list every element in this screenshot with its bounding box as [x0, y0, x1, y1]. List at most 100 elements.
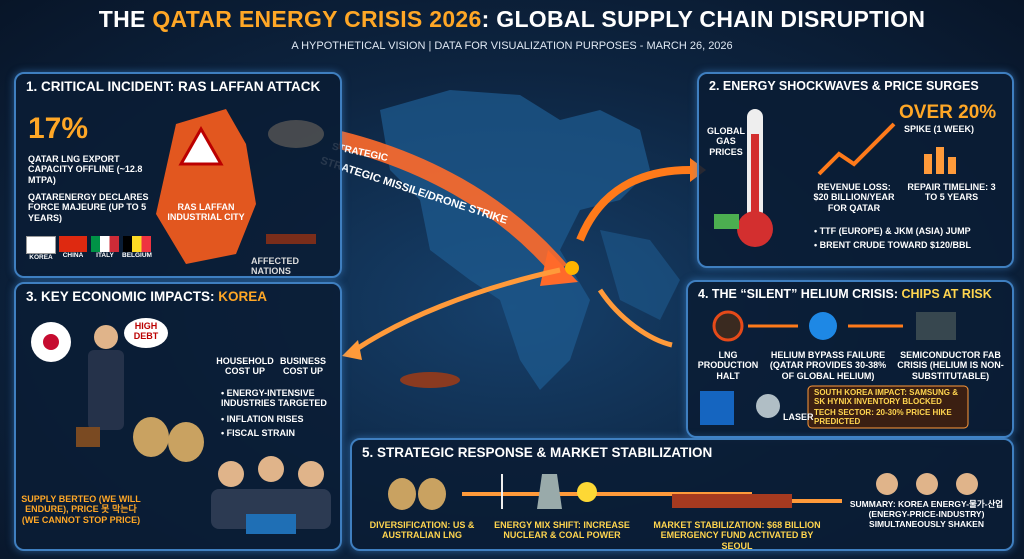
flag: CHINA [58, 236, 88, 261]
city-label: RAS LAFFAN INDUSTRIAL CITY [167, 202, 245, 223]
head [876, 473, 898, 495]
flow-arrow [353, 267, 561, 353]
heading-text: 3. KEY ECONOMIC IMPACTS: [26, 289, 219, 304]
head [94, 325, 118, 349]
high-debt: HIGH DEBT [124, 318, 168, 348]
officials [211, 456, 331, 534]
head [298, 461, 324, 487]
flags: KOREA CHINA ITALY BELGIUM [26, 236, 152, 261]
response-item: ENERGY MIX SHIFT: INCREASE NUCLEAR & COA… [494, 520, 630, 541]
response-item: MARKET STABILIZATION: $68 BILLION EMERGE… [653, 520, 821, 551]
step-label: HELIUM BYPASS FAILURE (QATAR PROVIDES 30… [769, 350, 887, 381]
impact-text: SOUTH KOREA IMPACT: SAMSUNG & SK HYNIX I… [814, 388, 958, 407]
bullet-text: FISCAL STRAIN [226, 428, 295, 438]
landmass [380, 90, 650, 390]
panel-heading: 4. THE “SILENT” HELIUM CRISIS: CHIPS AT … [698, 287, 992, 301]
heading-highlight: KOREA [218, 289, 268, 304]
ship [266, 234, 316, 244]
bullet: • TTF (EUROPE) & JKM (ASIA) JUMP [814, 226, 971, 236]
chip-icon [916, 312, 956, 340]
flag-korea [26, 236, 56, 254]
bullet: • INFLATION RISES [221, 414, 304, 424]
panel-korea: 3. KEY ECONOMIC IMPACTS: KOREA HIGH DEBT… [14, 282, 342, 551]
laser-label: LASER [783, 412, 814, 422]
title-text: THE [98, 6, 153, 32]
gas-label: GLOBAL GAS PRICES [707, 126, 745, 157]
bullet-text: BRENT CRUDE TOWARD $120/BBL [819, 240, 972, 250]
chip [246, 514, 296, 534]
heading-highlight: CHIPS AT RISK [901, 287, 992, 301]
title: THE QATAR ENERGY CRISIS 2026: GLOBAL SUP… [0, 6, 1024, 33]
flag: ITALY [90, 236, 120, 261]
title-highlight: QATAR ENERGY CRISIS 2026 [152, 6, 482, 32]
helium-icons [700, 310, 969, 429]
response-icons [388, 473, 978, 510]
panel-response: 5. STRATEGIC RESPONSE & MARKET STABILIZA… [350, 438, 1014, 551]
strike-arrow [337, 131, 567, 276]
money-bag [388, 478, 416, 510]
suits [211, 489, 331, 529]
cooling-tower [537, 474, 562, 509]
money-bag [168, 422, 204, 462]
trend-line [817, 122, 896, 176]
heading-text: 4. THE “SILENT” HELIUM CRISIS: [698, 287, 902, 301]
money-bag [418, 478, 446, 510]
spike-value: OVER 20% [899, 102, 997, 123]
flag: KOREA [26, 236, 56, 261]
flag-italy [91, 236, 119, 252]
step-label: SEMICONDUCTOR FAB CRISIS (HELIUM IS NON-… [897, 350, 1004, 381]
landmass [600, 230, 680, 320]
affected-label: AFFECTED NATIONS [251, 256, 299, 277]
flag: BELGIUM [122, 236, 152, 261]
bullet-text: TTF (EUROPE) & JKM (ASIA) JUMP [819, 226, 971, 236]
summary: SUMMARY: KOREA ENERGY-물가-산업 (ENERGY-PRIC… [849, 499, 1004, 529]
bullet: • ENERGY-INTENSIVE INDUSTRIES TARGETED [221, 388, 327, 409]
warning-icon [178, 125, 224, 166]
force-majeure: QATARENERGY DECLARES FORCE MAJEURE (UP T… [28, 192, 149, 223]
head [916, 473, 938, 495]
decor-bar [936, 147, 944, 174]
thermometer [714, 109, 773, 247]
fan-icon [700, 391, 734, 425]
tanker [400, 372, 460, 388]
thermo-fill [751, 134, 759, 224]
trend-charts [817, 122, 956, 176]
smoke [268, 120, 324, 148]
alert-box [807, 385, 969, 429]
head [258, 456, 284, 482]
flag-belgium [123, 236, 151, 252]
business-cost: BUSINESS COST UP [279, 356, 326, 377]
panel-helium: 4. THE “SILENT” HELIUM CRISIS: CHIPS AT … [686, 280, 1014, 438]
bullet-text: ENERGY-INTENSIVE INDUSTRIES TARGETED [221, 388, 327, 409]
step-label: LNG PRODUCTION HALT [697, 350, 759, 381]
money [714, 214, 739, 229]
wafer [756, 394, 780, 418]
impact-text: TECH SECTOR: 20-30% PRICE HIKE PREDICTED [814, 408, 952, 427]
helium-icon [809, 312, 837, 340]
subtitle: A HYPOTHETICAL VISION | DATA FOR VISUALI… [291, 40, 733, 52]
revenue-loss: REVENUE LOSS: $20 BILLION/YEAR FOR QATAR [813, 182, 895, 213]
taegeuk [43, 334, 59, 350]
flag-label: CHINA [62, 252, 84, 259]
bullet: • BRENT CRUDE TOWARD $120/BBL [814, 240, 972, 250]
panel-incident: 1. CRITICAL INCIDENT: RAS LAFFAN ATTACK … [14, 72, 342, 278]
tanker [672, 494, 792, 508]
strike-point [565, 261, 579, 275]
bullet-text: INFLATION RISES [226, 414, 304, 424]
halt-icon [712, 310, 744, 342]
briefcase [76, 427, 100, 447]
qatar-map [156, 109, 324, 264]
head [956, 473, 978, 495]
decor-bar [924, 154, 932, 174]
stat-value: 17% [28, 112, 89, 145]
panel-heading: 1. CRITICAL INCIDENT: RAS LAFFAN ATTACK [26, 79, 321, 94]
decor-bar [948, 157, 956, 174]
spike-label: SPIKE (1 WEEK) [904, 124, 975, 134]
response-item: DIVERSIFICATION: US & AUSTRALIAN LNG [369, 520, 475, 541]
thermo-bulb [737, 211, 773, 247]
nuclear-icon [577, 482, 597, 502]
flag-label: BELGIUM [122, 252, 152, 259]
flag-china [59, 236, 87, 252]
title-text: : GLOBAL SUPPLY CHAIN DISRUPTION [481, 6, 926, 32]
